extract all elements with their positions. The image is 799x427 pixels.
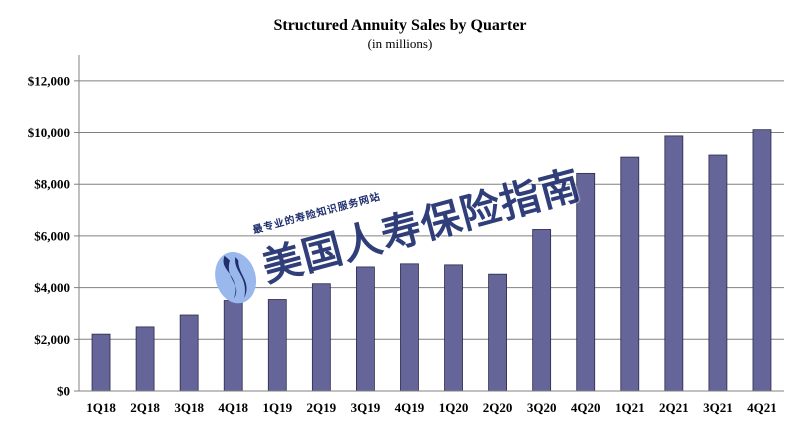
bar-2Q21 xyxy=(664,135,684,392)
x-tick-label: 2Q21 xyxy=(659,400,689,415)
bar-4Q18 xyxy=(223,300,243,392)
y-tick-label: $6,000 xyxy=(34,228,70,243)
bar-1Q18 xyxy=(91,333,111,392)
bar-1Q20 xyxy=(444,264,463,392)
y-axis-ticks: $0 $2,000 $4,000 $6,000 $8,000 $10,000 $12,000 xyxy=(28,73,79,399)
x-tick-label: 2Q19 xyxy=(307,400,337,415)
y-tick-label: $2,000 xyxy=(34,332,70,347)
chart-subtitle: (in millions) xyxy=(368,36,433,51)
x-tick-label: 1Q20 xyxy=(439,400,469,415)
bar-3Q19 xyxy=(356,266,375,392)
bar-4Q20 xyxy=(576,172,596,392)
chart-title: Structured Annuity Sales by Quarter xyxy=(273,17,526,34)
y-tick-label: $10,000 xyxy=(28,125,70,140)
y-tick-label: $12,000 xyxy=(28,73,70,88)
bar-2Q19 xyxy=(311,283,331,392)
y-tick-label: $4,000 xyxy=(34,280,70,295)
x-tick-label: 1Q19 xyxy=(262,400,292,415)
bar-3Q18 xyxy=(179,314,199,392)
bars xyxy=(91,129,772,392)
y-tick-label: $8,000 xyxy=(34,177,70,192)
bar-3Q20 xyxy=(532,229,552,392)
bar-3Q21 xyxy=(708,154,728,392)
bar-2Q20 xyxy=(488,273,507,392)
x-tick-label: 1Q18 xyxy=(86,400,116,415)
x-tick-label: 1Q21 xyxy=(615,400,645,415)
bar-1Q21 xyxy=(620,156,640,392)
x-tick-label: 4Q20 xyxy=(571,400,601,415)
x-axis-ticks: 1Q18 2Q18 3Q18 4Q18 1Q19 2Q19 3Q19 4Q19 1Q20 2Q20… xyxy=(86,400,777,415)
x-tick-label: 4Q18 xyxy=(218,400,248,415)
x-tick-label: 3Q20 xyxy=(527,400,557,415)
x-tick-label: 4Q21 xyxy=(747,400,777,415)
x-tick-label: 3Q19 xyxy=(351,400,381,415)
y-tick-label: $0 xyxy=(57,384,70,399)
bar-1Q19 xyxy=(267,299,287,392)
x-tick-label: 3Q21 xyxy=(703,400,733,415)
bar-2Q18 xyxy=(135,326,155,392)
x-tick-label: 3Q18 xyxy=(174,400,204,415)
x-tick-label: 2Q18 xyxy=(130,400,160,415)
bar-4Q19 xyxy=(400,263,419,392)
x-tick-label: 4Q19 xyxy=(395,400,425,415)
bar-4Q21 xyxy=(752,129,772,392)
x-tick-label: 2Q20 xyxy=(483,400,513,415)
